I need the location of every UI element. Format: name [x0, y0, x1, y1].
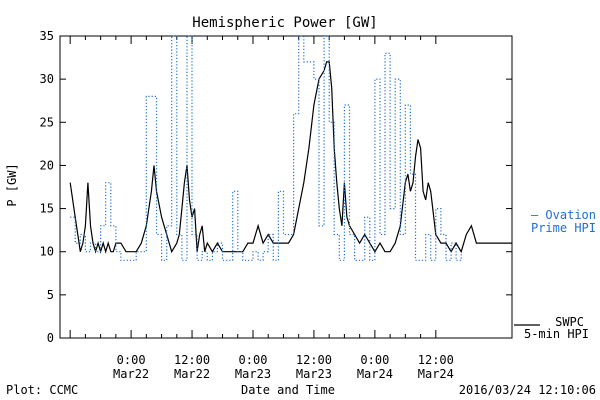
x-axis: 0:00Mar2212:00Mar220:00Mar2312:00Mar230:… — [69, 36, 454, 381]
series-layer — [69, 35, 512, 261]
x-tick-time-label: 0:00 — [117, 353, 146, 367]
y-tick-label: 15 — [40, 202, 54, 216]
y-tick-label: 0 — [47, 331, 54, 345]
y-tick-label: 10 — [40, 245, 54, 259]
series-swpc-line — [69, 61, 512, 254]
series-ovation-line — [70, 35, 462, 261]
legend-ovation-line1: – Ovation — [531, 208, 596, 222]
x-tick-time-label: 0:00 — [360, 353, 389, 367]
y-tick-label: 20 — [40, 158, 54, 172]
y-tick-label: 25 — [40, 115, 54, 129]
y-tick-label: 5 — [47, 288, 54, 302]
x-tick-time-label: 0:00 — [239, 353, 268, 367]
x-tick-date-label: Mar24 — [418, 367, 454, 381]
x-tick-date-label: Mar22 — [113, 367, 149, 381]
legend-swpc-line2: 5-min HPI — [524, 327, 589, 341]
legend-swpc-line1: SWPC — [555, 315, 584, 329]
x-tick-date-label: Mar23 — [296, 367, 332, 381]
legend-ovation: – Ovation Prime HPI — [531, 208, 596, 235]
x-tick-time-label: 12:00 — [174, 353, 210, 367]
y-tick-label: 35 — [40, 29, 54, 43]
x-tick-date-label: Mar24 — [357, 367, 393, 381]
y-axis: 0 5 10 15 20 25 30 35 — [40, 29, 512, 345]
plot-source-label: Plot: CCMC — [6, 383, 78, 397]
y-tick-label: 30 — [40, 72, 54, 86]
chart-title: Hemispheric Power [GW] — [192, 15, 377, 31]
timestamp-label: 2016/03/24 12:10:06 — [459, 383, 596, 397]
x-tick-time-label: 12:00 — [418, 353, 454, 367]
x-tick-date-label: Mar23 — [235, 367, 271, 381]
x-axis-label: Date and Time — [241, 383, 335, 397]
x-tick-time-label: 12:00 — [296, 353, 332, 367]
x-tick-date-label: Mar22 — [174, 367, 210, 381]
legend-swpc: SWPC 5-min HPI — [514, 315, 589, 341]
plot-area-frame — [59, 35, 513, 339]
legend-ovation-line2: Prime HPI — [531, 221, 596, 235]
y-axis-label: P [GW] — [5, 163, 19, 206]
